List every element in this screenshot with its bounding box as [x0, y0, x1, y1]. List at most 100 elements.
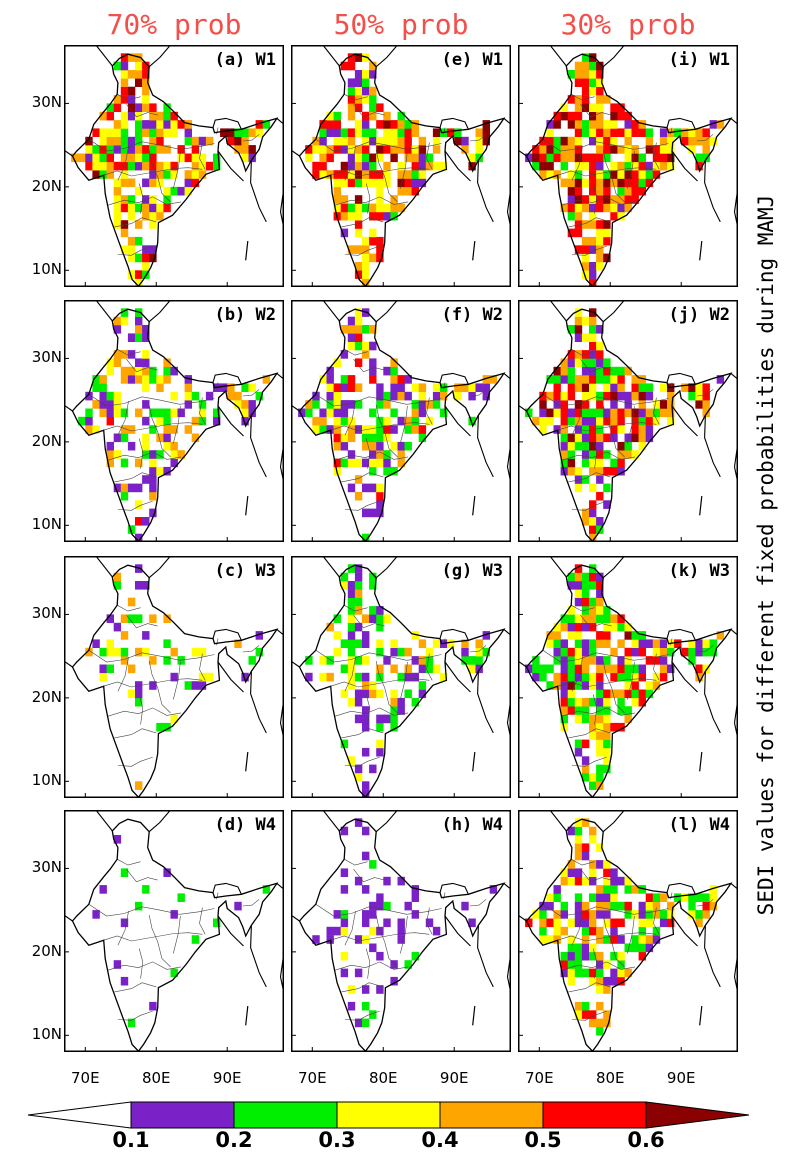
sedi-cell: [156, 383, 164, 392]
sedi-cell: [546, 408, 554, 418]
sedi-cell: [581, 818, 590, 827]
sedi-cell: [227, 383, 235, 392]
sedi-cell: [461, 136, 469, 146]
sedi-cell: [645, 910, 654, 919]
sedi-cell: [581, 773, 590, 782]
sedi-cell: [702, 901, 710, 911]
sedi-cell: [163, 203, 171, 213]
sedi-cell: [624, 366, 632, 376]
sedi-cell: [681, 128, 689, 137]
country-outline: [298, 308, 506, 542]
sedi-cell: [376, 622, 384, 632]
sedi-cell: [397, 458, 405, 468]
neighbor-border: [671, 150, 698, 182]
sedi-cell: [624, 631, 632, 640]
sedi-cell: [560, 145, 568, 154]
sedi-cell: [454, 128, 462, 137]
neighbor-border: [95, 810, 113, 832]
map-plot: [518, 810, 738, 1052]
sedi-cell: [610, 968, 618, 978]
sedi-cell: [113, 391, 122, 401]
sedi-cell: [369, 483, 377, 493]
sedi-cell: [163, 128, 171, 137]
colorbar-segment: [27, 1101, 132, 1129]
sedi-cell: [596, 475, 604, 484]
sedi-cell: [560, 433, 568, 443]
state-boundary: [344, 145, 356, 181]
sedi-cell: [149, 450, 157, 459]
sedi-cell: [326, 145, 334, 154]
sedi-cell: [362, 145, 370, 154]
sedi-cell: [638, 951, 646, 961]
sedi-cell: [581, 78, 590, 87]
state-boundary: [542, 394, 669, 407]
sedi-cell: [645, 656, 654, 665]
sedi-cell: [574, 876, 583, 886]
sedi-grid-cells: [85, 564, 263, 790]
sedi-cell: [106, 450, 114, 459]
sedi-cell: [610, 458, 618, 468]
sedi-cell: [603, 120, 611, 129]
sedi-cell: [617, 935, 625, 944]
sedi-cell: [596, 170, 604, 179]
sedi-cell: [610, 366, 618, 376]
sedi-cell: [567, 935, 576, 944]
sedi-cell: [198, 672, 207, 682]
sedi-cell: [262, 375, 271, 384]
sedi-cell: [383, 614, 391, 623]
sedi-cell: [362, 153, 370, 163]
sedi-cell: [617, 211, 625, 221]
state-boundary: [114, 217, 157, 228]
sedi-cell: [617, 458, 625, 468]
sedi-cell: [581, 1001, 590, 1011]
panel-frame: [291, 45, 511, 287]
sedi-cell: [142, 128, 150, 137]
state-boundary: [344, 93, 368, 101]
sedi-cell: [404, 120, 412, 129]
state-boundary: [103, 422, 203, 432]
sedi-cell: [574, 893, 583, 902]
sedi-cell: [574, 818, 583, 827]
sedi-cell: [674, 128, 682, 137]
sedi-cell: [596, 358, 604, 367]
sedi-cell: [333, 458, 341, 468]
sedi-cell: [340, 228, 349, 238]
sedi-cell: [369, 161, 377, 171]
sedi-cell: [581, 935, 590, 944]
map-plot: [518, 45, 738, 287]
sedi-cell: [631, 697, 639, 707]
sedi-cell: [581, 425, 590, 434]
sedi-cell: [390, 408, 398, 418]
sedi-cell: [120, 228, 129, 238]
sedi-cell: [163, 408, 171, 418]
sedi-cell: [546, 136, 554, 146]
sedi-cell: [596, 968, 604, 978]
sedi-cell: [567, 70, 576, 79]
sedi-cell: [553, 111, 561, 121]
state-boundary: [561, 196, 636, 206]
sedi-cell: [695, 400, 703, 409]
sedi-cell: [418, 664, 427, 674]
sedi-cell: [589, 868, 597, 877]
sedi-cell: [241, 153, 249, 163]
state-boundary: [571, 500, 607, 511]
sedi-cell: [163, 614, 171, 623]
sedi-cell: [659, 639, 668, 648]
sedi-cell: [567, 697, 576, 707]
colorbar-segment: [645, 1101, 750, 1129]
sedi-cell: [347, 631, 356, 640]
sedi-cell: [589, 333, 597, 342]
sedi-cell: [667, 918, 675, 928]
sedi-cell: [667, 400, 675, 409]
sedi-cell: [603, 391, 611, 401]
sedi-cell: [347, 86, 356, 96]
sedi-cell: [163, 416, 171, 426]
sedi-cell: [298, 408, 306, 418]
colorbar-segment: [336, 1101, 441, 1129]
sedi-cell: [546, 681, 554, 690]
sedi-cell: [652, 145, 661, 154]
sedi-cell: [340, 375, 349, 384]
sedi-cell: [553, 136, 561, 146]
state-boundary: [138, 183, 144, 214]
sedi-cell: [149, 656, 157, 665]
